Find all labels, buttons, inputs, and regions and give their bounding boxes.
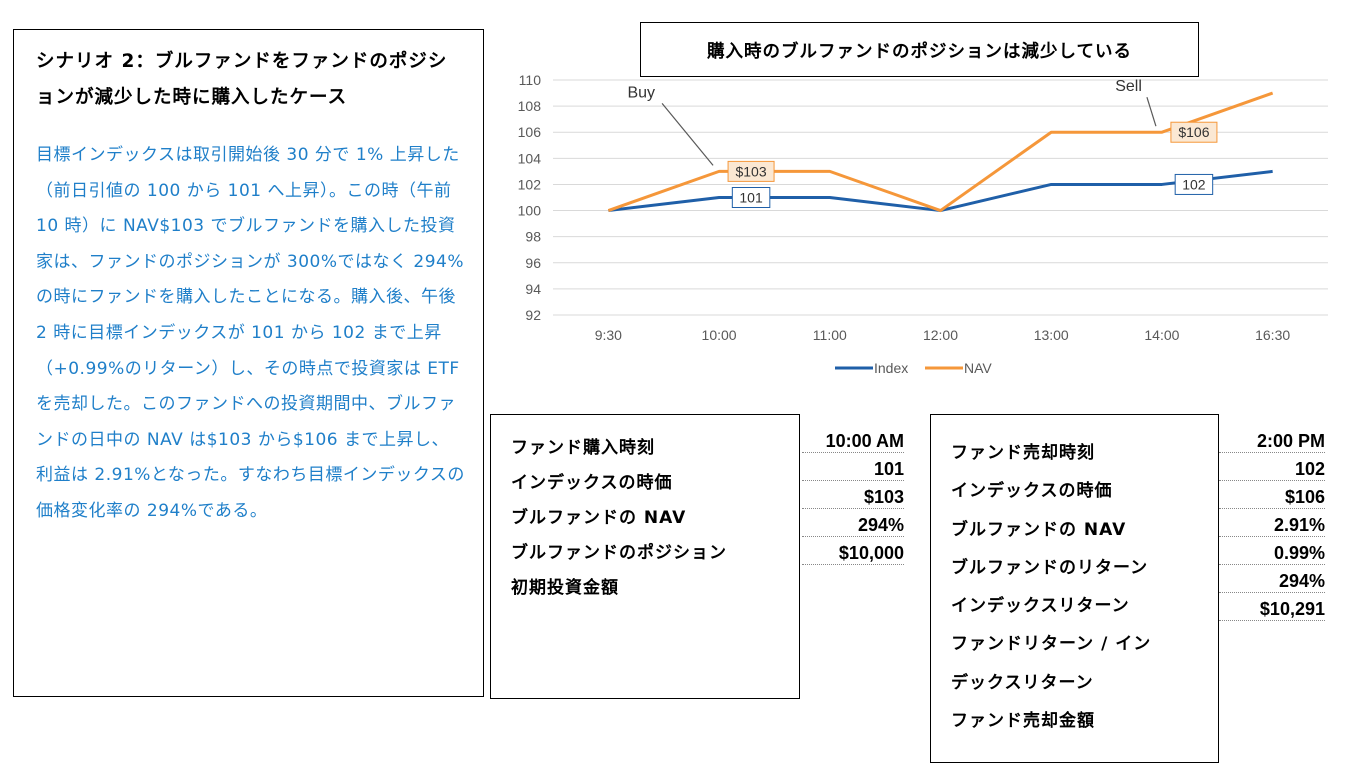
y-tick-label: 96: [525, 255, 541, 271]
line-chart: 92 94 96 98 100 102 104 106 108 110 9:30 10:00 11:0…: [518, 72, 1328, 376]
buy-label: インデックスの時価: [511, 473, 673, 493]
data-label: $106: [1178, 124, 1209, 140]
scenario-panel: シナリオ 2：ブルファンドをファンドのポジションが減少した時に購入したケース 目…: [13, 29, 484, 697]
buy-value: $10,000: [802, 537, 904, 565]
sell-label: ブルファンドの NAV: [951, 519, 1127, 540]
buy-annotation: Buy: [627, 84, 655, 101]
buy-value: 101: [802, 453, 904, 481]
scenario-title: シナリオ 2：ブルファンドをファンドのポジションが減少した時に購入したケース: [36, 51, 448, 108]
sell-value: 102: [1219, 453, 1325, 481]
x-tick-label: 14:00: [1144, 327, 1179, 343]
series-lines: [607, 91, 1274, 213]
data-label: 101: [739, 190, 763, 206]
y-tick-label: 92: [525, 307, 541, 323]
data-labels: $103 101 $106 102: [727, 121, 1218, 208]
y-tick-label: 108: [518, 98, 542, 114]
x-tick-label: 12:00: [923, 327, 958, 343]
sell-values: 2:00 PM 102 $106 2.91% 0.99% 294% $10,29…: [1219, 425, 1325, 621]
data-label-box: [1174, 173, 1214, 195]
y-tick-label: 100: [518, 203, 542, 219]
x-tick-label: 13:00: [1034, 327, 1069, 343]
data-label-box: [731, 187, 771, 208]
sell-labels-box: ファンド売却時刻 インデックスの時価 ブルファンドの NAV ブルファンドのリタ…: [930, 414, 1219, 763]
sell-value: $106: [1219, 481, 1325, 509]
data-label-box: [1170, 121, 1218, 143]
buy-label: ブルファンドのポジション: [511, 543, 727, 563]
x-tick-label: 9:30: [595, 327, 622, 343]
y-tick-label: 110: [519, 72, 542, 88]
data-label-box: [727, 160, 775, 182]
sell-label: ブルファンドのリターン: [951, 557, 1149, 578]
y-tick-label: 98: [525, 229, 541, 245]
y-tick-label: 104: [518, 150, 542, 166]
chart-title-box: 購入時のブルファンドのポジションは減少している: [640, 22, 1199, 77]
sell-value: 2:00 PM: [1219, 425, 1325, 453]
buy-values: 10:00 AM 101 $103 294% $10,000: [802, 425, 904, 565]
y-axis-ticks: 92 94 96 98 100 102 104 106 108 110: [518, 72, 542, 323]
buy-value: $103: [802, 481, 904, 509]
sell-value: 0.99%: [1219, 537, 1325, 565]
data-label: 102: [1182, 176, 1206, 192]
scenario-description: 目標インデックスは取引開始後 30 分で 1% 上昇した（前日引値の 100 か…: [36, 145, 465, 521]
sell-value: 294%: [1219, 565, 1325, 593]
legend-label: Index: [874, 360, 908, 376]
annotation-leader-line: [1146, 97, 1157, 127]
legend-label: NAV: [964, 360, 992, 376]
y-tick-label: 106: [518, 124, 542, 140]
sell-label: インデックスの時価: [951, 481, 1113, 502]
y-tick-label: 94: [525, 281, 541, 297]
chart-title: 購入時のブルファンドのポジションは減少している: [707, 42, 1132, 62]
annotation-leader-line: [661, 103, 714, 166]
buy-label: ブルファンドの NAV: [511, 508, 687, 528]
x-tick-label: 11:00: [813, 327, 847, 343]
buy-labels-box: ファンド購入時刻 インデックスの時価 ブルファンドの NAV ブルファンドのポジ…: [490, 414, 800, 699]
sell-label: ファンド売却時刻: [951, 443, 1095, 463]
series-line-index: [608, 169, 1273, 213]
sell-label: ファンド売却金額: [951, 711, 1095, 732]
buy-value: 294%: [802, 509, 904, 537]
x-axis-ticks: 9:30 10:00 11:00 12:00 13:00 14:00 16:30: [595, 327, 1291, 343]
x-tick-label: 16:30: [1255, 327, 1290, 343]
y-tick-label: 102: [518, 176, 542, 192]
data-label: $103: [735, 163, 766, 179]
sell-label: デックスリターン: [951, 672, 1094, 693]
sell-value: 2.91%: [1219, 509, 1325, 537]
x-tick-label: 10:00: [702, 327, 737, 343]
legend: Index NAV: [835, 360, 992, 376]
buy-value: 10:00 AM: [802, 425, 904, 453]
sell-label: インデックスリターン: [951, 596, 1130, 617]
sell-annotation: Sell: [1115, 78, 1142, 95]
buy-label: ファンド購入時刻: [511, 438, 655, 458]
annotations: Buy Sell: [627, 78, 1157, 166]
sell-value: $10,291: [1219, 593, 1325, 621]
buy-label: 初期投資金額: [511, 578, 619, 598]
sell-label: ファンドリターン / イン: [951, 634, 1152, 655]
series-line-nav: [607, 91, 1274, 213]
